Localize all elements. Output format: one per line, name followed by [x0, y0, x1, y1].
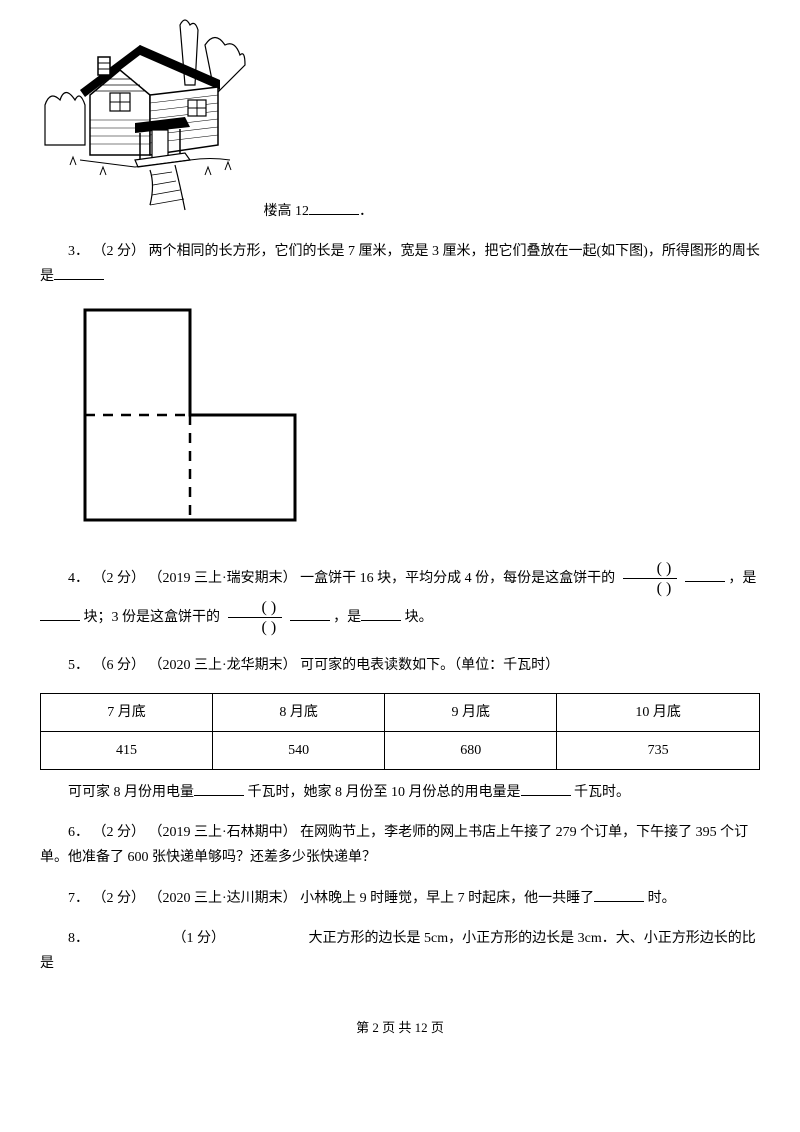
q4-text5: 块。: [405, 610, 433, 625]
q4-text4: ，是: [333, 610, 361, 625]
blank-q7[interactable]: [594, 888, 644, 902]
page-total: 12: [415, 1020, 428, 1035]
blank-q5-2[interactable]: [521, 782, 571, 796]
house-illustration: [40, 15, 250, 224]
footer-suffix: 页: [428, 1020, 444, 1035]
table-row: 7 月底 8 月底 9 月底 10 月底: [41, 693, 760, 731]
fraction-1: ( ) ( ): [623, 559, 678, 598]
q5-text1: 可可家的电表读数如下。（单位：千瓦时）: [300, 658, 559, 673]
lshape-figure: [80, 305, 760, 534]
q7-source: （2020 三上·达川期末）: [149, 891, 297, 906]
question-4: 4． （2 分） （2019 三上·瑞安期末） 一盒饼干 16 块，平均分成 4…: [40, 559, 760, 638]
q5-text4: 千瓦时。: [574, 785, 630, 800]
q5-num: 5．: [68, 658, 89, 673]
q6-source: （2019 三上·石林期中）: [149, 825, 297, 840]
question-6: 6． （2 分） （2019 三上·石林期中） 在网购节上，李老师的网上书店上午…: [40, 820, 760, 870]
blank-house[interactable]: [309, 201, 359, 215]
blank-q4-4[interactable]: [361, 607, 401, 621]
q7-num: 7．: [68, 891, 89, 906]
house-suffix: ．: [359, 204, 373, 219]
meter-table: 7 月底 8 月底 9 月底 10 月底 415 540 680 735: [40, 693, 760, 770]
q3-points: （2 分）: [93, 244, 146, 259]
q4-text2: ，是: [728, 571, 756, 586]
q6-num: 6．: [68, 825, 89, 840]
q5-text3: 千瓦时，她家 8 月份至 10 月份总的用电量是: [248, 785, 521, 800]
house-text: 楼高 12 ．: [264, 199, 374, 224]
frac2-num: ( ): [228, 598, 283, 618]
blank-q4-1[interactable]: [685, 568, 725, 582]
frac2-den: ( ): [228, 618, 283, 637]
frac1-den: ( ): [623, 579, 678, 598]
table-row: 415 540 680 735: [41, 731, 760, 769]
q7-points: （2 分）: [93, 891, 146, 906]
q3-num: 3．: [68, 244, 89, 259]
question-3: 3． （2 分） 两个相同的长方形，它们的长是 7 厘米，宽是 3 厘米，把它们…: [40, 239, 760, 289]
fraction-2: ( ) ( ): [228, 598, 283, 637]
q5-text2: 可可家 8 月份用电量: [68, 785, 194, 800]
q4-num: 4．: [68, 571, 89, 586]
footer-mid: 页 共: [379, 1020, 415, 1035]
blank-q5-1[interactable]: [194, 782, 244, 796]
q6-points: （2 分）: [93, 825, 146, 840]
blank-q3[interactable]: [54, 266, 104, 280]
q4-points: （2 分）: [93, 571, 146, 586]
table-cell: 680: [385, 731, 557, 769]
blank-q4-2[interactable]: [40, 607, 80, 621]
table-cell: 735: [557, 731, 760, 769]
table-header: 10 月底: [557, 693, 760, 731]
q5-points: （6 分）: [93, 658, 146, 673]
question-7: 7． （2 分） （2020 三上·达川期末） 小林晚上 9 时睡觉，早上 7 …: [40, 886, 760, 911]
house-question: 楼高 12 ．: [40, 15, 760, 224]
q7-text1: 小林晚上 9 时睡觉，早上 7 时起床，他一共睡了: [300, 891, 594, 906]
q4-text1: 一盒饼干 16 块，平均分成 4 份，每份是这盒饼干的: [300, 571, 619, 586]
table-header: 8 月底: [213, 693, 385, 731]
q8-num: 8．: [68, 931, 89, 946]
question-8: 8． （1 分） 大正方形的边长是 5cm，小正方形的边长是 3cm．大、小正方…: [40, 926, 760, 976]
table-header: 7 月底: [41, 693, 213, 731]
table-cell: 415: [41, 731, 213, 769]
q6-text: 在网购节上，李老师的网上书店上午接了 279 个订单，下午接了 395 个订单。…: [40, 825, 748, 865]
page-footer: 第 2 页 共 12 页: [40, 1016, 760, 1039]
house-label: 楼高 12: [264, 204, 310, 219]
q4-source: （2019 三上·瑞安期末）: [149, 571, 297, 586]
q4-text3: 块；3 份是这盒饼干的: [84, 610, 224, 625]
question-5: 5． （6 分） （2020 三上·龙华期末） 可可家的电表读数如下。（单位：千…: [40, 653, 760, 678]
table-header: 9 月底: [385, 693, 557, 731]
q7-text2: 时。: [648, 891, 676, 906]
table-cell: 540: [213, 731, 385, 769]
q8-text: 大正方形的边长是 5cm，小正方形的边长是 3cm．大、小正方形边长的比是: [40, 931, 756, 971]
question-5-followup: 可可家 8 月份用电量 千瓦时，她家 8 月份至 10 月份总的用电量是 千瓦时…: [40, 780, 760, 805]
footer-prefix: 第: [356, 1020, 372, 1035]
q3-text: 两个相同的长方形，它们的长是 7 厘米，宽是 3 厘米，把它们叠放在一起(如下图…: [40, 244, 760, 284]
q8-points: （1 分）: [173, 931, 226, 946]
frac1-num: ( ): [623, 559, 678, 579]
q5-source: （2020 三上·龙华期末）: [149, 658, 297, 673]
blank-q4-3[interactable]: [290, 607, 330, 621]
